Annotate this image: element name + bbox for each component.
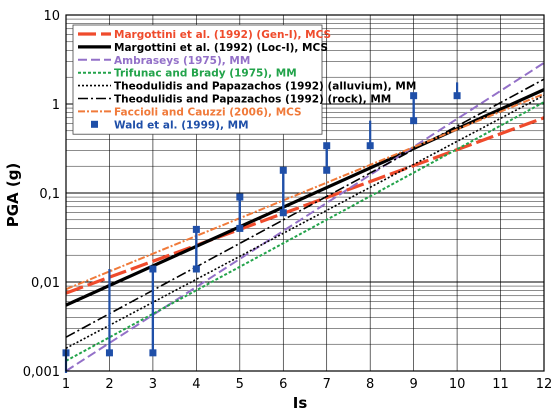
data-point — [192, 265, 200, 273]
legend-swatch — [91, 120, 98, 128]
data-point — [323, 166, 331, 174]
x-tick-label: 7 — [323, 377, 331, 392]
legend-label: Margottini et al. (1992) (Loc-I), MCS — [114, 42, 328, 54]
data-point — [149, 349, 157, 357]
y-tick-label: 0,1 — [39, 187, 60, 202]
x-tick-label: 5 — [236, 377, 244, 392]
legend-label: Ambraseys (1975), MM — [114, 55, 250, 67]
data-point — [236, 193, 244, 201]
data-point — [236, 224, 244, 232]
x-tick-label: 8 — [366, 377, 374, 392]
legend-label: Margottini et al. (1992) (Gen-I), MCS — [114, 29, 331, 41]
legend-label: Trifunac and Brady (1975), MM — [114, 68, 297, 80]
x-tick-label: 11 — [492, 377, 509, 392]
data-point — [105, 349, 113, 357]
x-tick-label: 4 — [192, 377, 200, 392]
series-line-6 — [65, 78, 545, 338]
y-tick-label: 10 — [43, 9, 60, 24]
y-tick-label: 1 — [52, 98, 60, 113]
x-tick-label: 12 — [536, 377, 552, 392]
series-layer — [65, 62, 545, 372]
x-tick-label: 9 — [409, 377, 417, 392]
series-line-3 — [65, 62, 545, 372]
data-point — [410, 92, 418, 100]
legend: Margottini et al. (1992) (Gen-I), MCSMar… — [72, 24, 416, 135]
y-tick-labels: 10 1 0,1 0,01 0,001 — [23, 9, 60, 380]
y-tick-label: 0,01 — [31, 276, 60, 291]
x-tick-label: 3 — [149, 377, 157, 392]
data-point — [192, 225, 200, 233]
legend-label: Theodulidis and Papazachos (1992) (rock)… — [114, 94, 391, 106]
y-axis-label: PGA (g) — [4, 163, 22, 228]
x-tick-label: 1 — [62, 377, 70, 392]
data-point — [279, 209, 287, 217]
legend-box — [72, 24, 323, 135]
series-line-1 — [65, 116, 545, 295]
y-tick-label: 0,001 — [23, 365, 60, 380]
data-point — [453, 92, 461, 100]
series-line-4 — [65, 101, 545, 362]
x-tick-label: 6 — [279, 377, 287, 392]
data-point — [366, 142, 374, 150]
data-point — [410, 117, 418, 125]
x-axis-label: Is — [293, 394, 308, 412]
series-line-7 — [65, 92, 545, 291]
legend-label: Faccioli and Cauzzi (2006), MCS — [114, 106, 302, 118]
data-point — [279, 166, 287, 174]
x-tick-labels: 1 2 3 4 5 6 7 8 9 10 11 12 — [62, 377, 552, 392]
legend-label: Theodulidis and Papazachos (1992) (alluv… — [114, 81, 416, 93]
x-tick-label: 10 — [449, 377, 466, 392]
data-point — [323, 142, 331, 150]
plot-frame — [65, 14, 545, 372]
data-point — [149, 265, 157, 273]
x-tick-label: 2 — [105, 377, 113, 392]
legend-label: Wald et al. (1999), MM — [114, 119, 249, 131]
points-layer — [62, 82, 461, 373]
